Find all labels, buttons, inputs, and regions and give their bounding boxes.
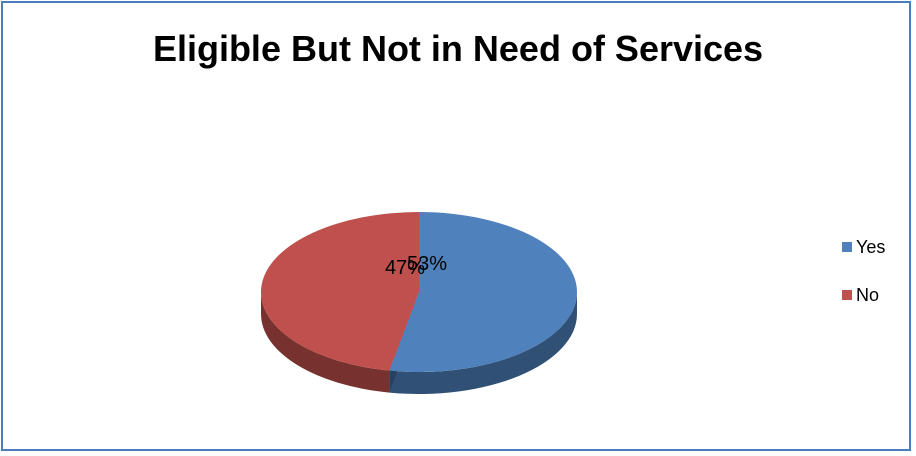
data-label-yes: 53% (407, 253, 447, 275)
legend-swatch-yes (842, 242, 852, 252)
legend-item-no: No (842, 284, 885, 306)
pie-side-no (261, 292, 390, 393)
legend-label-no: No (856, 284, 880, 305)
pie-slice-yes (389, 212, 577, 372)
chart-title: Eligible But Not in Need of Services (152, 28, 764, 69)
legend-item-yes: Yes (842, 236, 885, 258)
pie-side-yes (389, 292, 578, 394)
pie-slice-no (260, 212, 419, 371)
legend-label-yes: Yes (856, 236, 886, 257)
legend: Yes No (842, 236, 885, 332)
data-label-no: 47% (385, 257, 425, 279)
legend-swatch-no (842, 290, 852, 300)
